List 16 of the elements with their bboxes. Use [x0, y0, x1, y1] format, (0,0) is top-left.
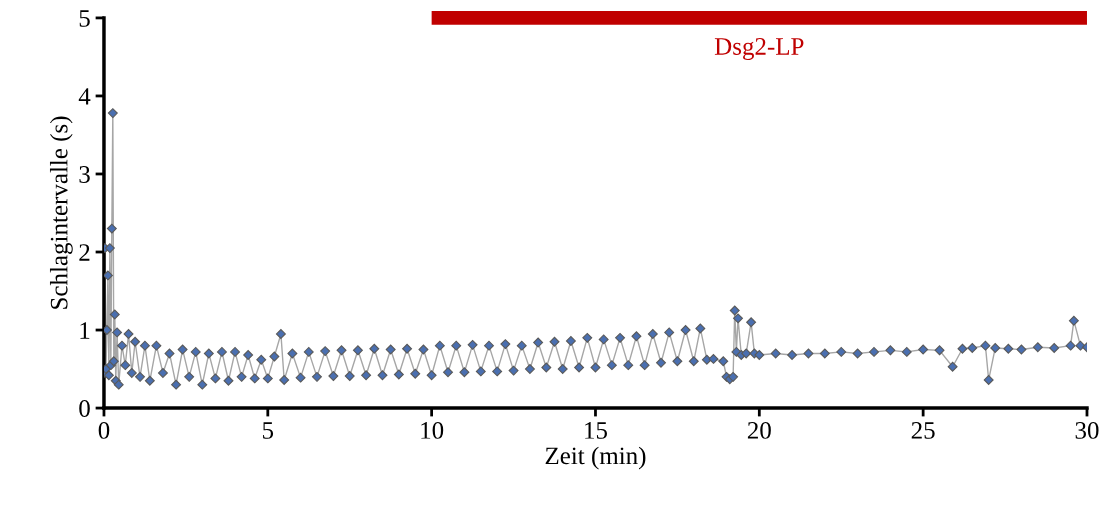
y-tick-label: 3	[79, 166, 90, 183]
x-tick-label: 10	[421, 421, 444, 439]
x-tick-label: 25	[911, 422, 935, 439]
y-tick-label: 5	[79, 10, 90, 27]
x-tick-label: 15	[585, 422, 607, 439]
y-tick-label: 2	[79, 244, 90, 261]
x-tick-label: 0	[98, 421, 110, 439]
x-axis-title: Zeit (min)	[545, 446, 646, 470]
y-tick-label: 4	[78, 88, 91, 105]
y-axis-title: Schlagintervalle (s)	[49, 116, 73, 309]
series-label: Dsg2-LP	[714, 38, 804, 61]
y-tick-label: 1	[80, 322, 90, 339]
x-tick-label: 30	[1075, 421, 1099, 439]
x-tick-label: 5	[263, 422, 274, 439]
y-tick-label: 0	[79, 400, 90, 417]
x-tick-label: 20	[747, 421, 771, 439]
